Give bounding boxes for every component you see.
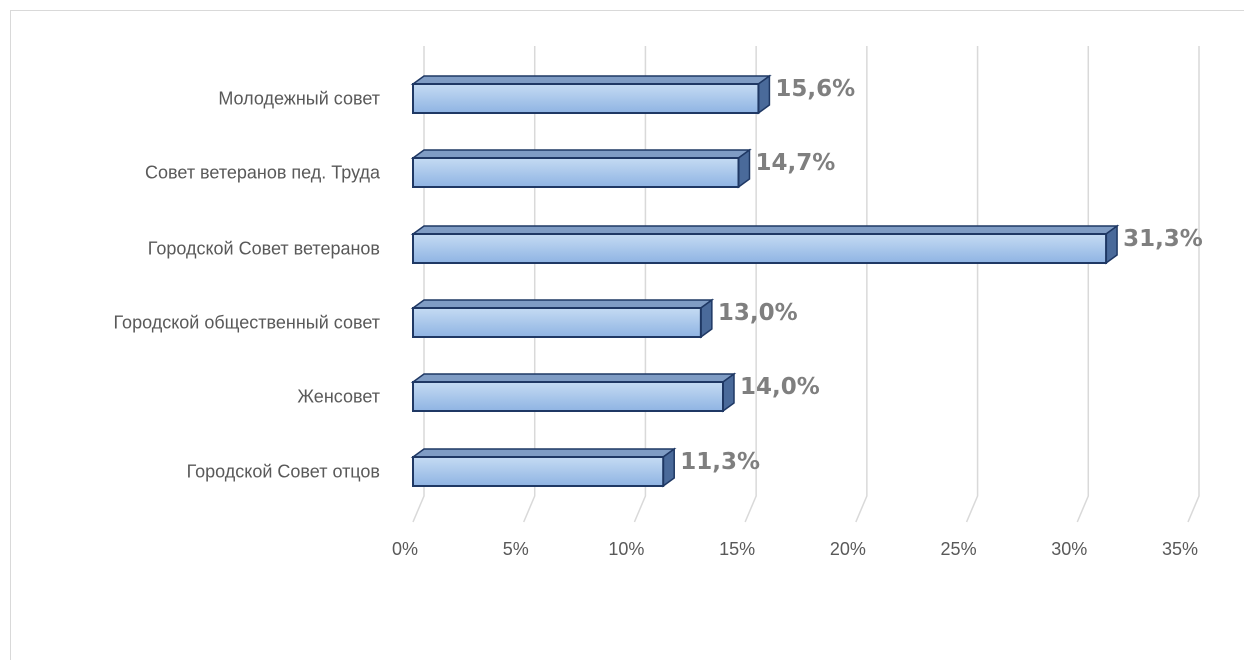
category-label: Совет ветеранов пед. Труда <box>145 163 381 183</box>
data-label: 13,0% <box>718 300 798 326</box>
category-label: Городской Совет ветеранов <box>148 239 380 259</box>
bar <box>410 372 737 413</box>
bar <box>410 298 715 339</box>
bar-front-face <box>412 381 724 412</box>
gridline <box>744 46 757 523</box>
bar-front-face <box>412 456 665 487</box>
gridline <box>633 46 647 523</box>
gridlines <box>412 46 1200 523</box>
gridline <box>523 46 536 523</box>
gridline <box>412 46 425 523</box>
bar <box>410 148 752 189</box>
data-label: 14,7% <box>756 150 836 176</box>
data-label: 11,3% <box>680 449 760 475</box>
category-label: Женсовет <box>297 387 380 407</box>
bar-top-face <box>410 448 677 458</box>
bar-top-face <box>410 225 1120 235</box>
x-tick-label: 25% <box>941 539 977 559</box>
gridline <box>855 46 868 523</box>
x-tick-label: 5% <box>503 539 529 559</box>
gridline <box>965 46 979 523</box>
bar <box>410 224 1120 265</box>
bar-front-face <box>412 233 1108 264</box>
bar-top-face <box>410 75 772 85</box>
chart-frame <box>10 10 1244 660</box>
data-label: 15,6% <box>775 76 855 102</box>
bar-top-face <box>410 373 737 383</box>
category-label: Городской общественный совет <box>114 313 380 333</box>
bar <box>410 74 772 115</box>
x-tick-label: 10% <box>608 539 644 559</box>
bar-front-face <box>412 83 760 114</box>
category-label: Городской Совет отцов <box>187 462 380 482</box>
x-tick-label: 30% <box>1051 539 1087 559</box>
bar-front-face <box>412 307 702 338</box>
data-labels: 15,6% 14,7% 31,3% 13,0% 14,0% 11,3% <box>680 76 1203 475</box>
gridline <box>1076 46 1090 523</box>
x-tick-label: 20% <box>830 539 866 559</box>
category-labels: Молодежный совет Совет ветеранов пед. Тру… <box>114 89 381 482</box>
x-tick-label: 35% <box>1162 539 1198 559</box>
x-tick-label: 15% <box>719 539 755 559</box>
data-label: 31,3% <box>1123 226 1203 252</box>
bar-top-face <box>410 149 752 159</box>
bar <box>410 447 677 488</box>
x-tick-labels: 0% 5% 10% 15% 20% 25% 30% 35% <box>392 539 1198 559</box>
bar-front-face <box>412 157 740 188</box>
bars <box>410 74 1120 488</box>
gridline <box>1187 46 1200 523</box>
bar-top-face <box>410 299 715 309</box>
category-label: Молодежный совет <box>218 89 380 109</box>
data-label: 14,0% <box>740 374 820 400</box>
x-tick-label: 0% <box>392 539 418 559</box>
